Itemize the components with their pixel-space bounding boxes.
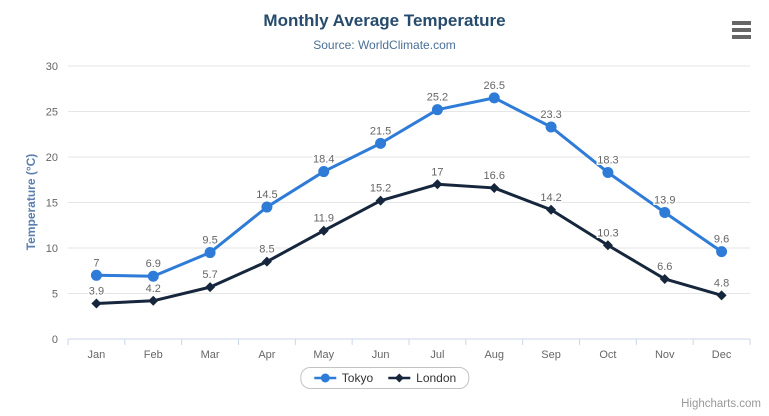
data-label-london-dec: 4.8 — [714, 277, 729, 289]
legend-item-london[interactable]: London — [387, 371, 456, 385]
legend-circle-tokyo-icon — [313, 373, 336, 383]
marker-tokyo-jul[interactable] — [431, 104, 443, 116]
data-label-tokyo-apr: 14.5 — [256, 189, 277, 201]
data-label-london-aug: 16.6 — [484, 170, 505, 182]
marker-london-oct[interactable] — [602, 240, 613, 251]
data-label-london-jul: 17 — [431, 166, 443, 178]
x-axis-tick-label: Dec — [712, 349, 732, 361]
x-axis-tick-label: Aug — [484, 349, 504, 361]
legend-label-london: London — [416, 371, 457, 385]
x-axis-tick-label: Jul — [430, 349, 444, 361]
data-label-london-feb: 4.2 — [146, 283, 161, 295]
x-axis-tick-label: Jan — [88, 349, 106, 361]
y-axis-tick-label: 0 — [52, 334, 58, 346]
data-label-london-mar: 5.7 — [202, 269, 217, 281]
marker-tokyo-may[interactable] — [318, 166, 330, 178]
marker-tokyo-aug[interactable] — [488, 92, 500, 104]
y-axis-tick-label: 15 — [46, 198, 58, 210]
data-label-tokyo-sep: 23.3 — [540, 109, 561, 121]
data-label-tokyo-oct: 18.3 — [597, 154, 618, 166]
x-axis-tick-label: Apr — [258, 349, 275, 361]
chart-title: Monthly Average Temperature — [263, 11, 506, 30]
data-label-tokyo-jul: 25.2 — [427, 92, 448, 104]
data-label-london-oct: 10.3 — [597, 227, 618, 239]
y-axis-tick-label: 25 — [46, 107, 58, 119]
data-label-london-sep: 14.2 — [540, 192, 561, 204]
series-line-tokyo[interactable] — [94, 96, 724, 278]
legend-item-tokyo[interactable]: Tokyo — [313, 371, 373, 385]
x-axis-tick-label: Feb — [144, 349, 163, 361]
data-label-tokyo-jun: 21.5 — [370, 125, 391, 137]
marker-london-jan[interactable] — [91, 298, 102, 309]
data-label-tokyo-feb: 6.9 — [146, 258, 161, 270]
legend-diamond-london-icon — [388, 373, 411, 383]
x-axis-tick-label: Oct — [599, 349, 616, 361]
data-label-london-nov: 6.6 — [657, 261, 672, 273]
hamburger-icon — [732, 28, 751, 32]
x-axis-tick-label: Mar — [201, 349, 220, 361]
export-menu-button[interactable] — [732, 20, 752, 40]
y-axis-tick-label: 20 — [46, 152, 58, 164]
marker-tokyo-feb[interactable] — [147, 270, 159, 282]
y-axis-tick-label: 5 — [52, 289, 58, 301]
data-label-tokyo-nov: 13.9 — [654, 195, 675, 207]
marker-london-feb[interactable] — [148, 295, 159, 306]
x-axis-tick-label: Sep — [541, 349, 561, 361]
marker-london-apr[interactable] — [261, 256, 272, 267]
x-axis-tick-label: Jun — [372, 349, 390, 361]
x-axis-tick-label: May — [313, 349, 334, 361]
marker-tokyo-jun[interactable] — [375, 137, 387, 149]
data-label-tokyo-may: 18.4 — [313, 154, 334, 166]
marker-london-dec[interactable] — [716, 290, 727, 301]
hamburger-icon — [732, 21, 751, 25]
data-label-tokyo-jan: 7 — [93, 257, 99, 269]
marker-london-aug[interactable] — [489, 182, 500, 193]
y-axis-tick-label: 10 — [46, 243, 58, 255]
marker-tokyo-jan[interactable] — [90, 269, 102, 281]
legend-label-tokyo: Tokyo — [341, 371, 374, 385]
data-label-london-jan: 3.9 — [89, 286, 104, 298]
series-line-london[interactable] — [94, 182, 724, 306]
marker-london-jul[interactable] — [432, 179, 443, 190]
y-axis-tick-label: 30 — [46, 61, 58, 73]
data-label-london-may: 11.9 — [313, 213, 334, 225]
marker-london-mar[interactable] — [205, 282, 216, 293]
marker-tokyo-apr[interactable] — [261, 201, 273, 213]
marker-tokyo-dec[interactable] — [716, 246, 728, 258]
marker-london-nov[interactable] — [659, 273, 670, 284]
data-label-london-jun: 15.2 — [370, 183, 391, 195]
hamburger-icon — [732, 35, 751, 39]
marker-london-sep[interactable] — [546, 204, 557, 215]
data-label-london-apr: 8.5 — [259, 244, 274, 256]
marker-tokyo-nov[interactable] — [659, 207, 671, 219]
marker-tokyo-mar[interactable] — [204, 247, 216, 259]
x-axis-tick-label: Nov — [655, 349, 675, 361]
marker-tokyo-sep[interactable] — [545, 121, 557, 133]
credits-link[interactable]: Highcharts.com — [681, 398, 761, 410]
marker-london-jun[interactable] — [375, 195, 386, 206]
data-label-tokyo-mar: 9.5 — [202, 235, 217, 247]
data-label-tokyo-dec: 9.6 — [714, 234, 729, 246]
legend: Tokyo London — [299, 367, 470, 389]
chart-subtitle: Source: WorldClimate.com — [313, 38, 456, 52]
data-label-tokyo-aug: 26.5 — [484, 80, 505, 92]
marker-tokyo-oct[interactable] — [602, 166, 614, 178]
marker-london-may[interactable] — [318, 225, 329, 236]
